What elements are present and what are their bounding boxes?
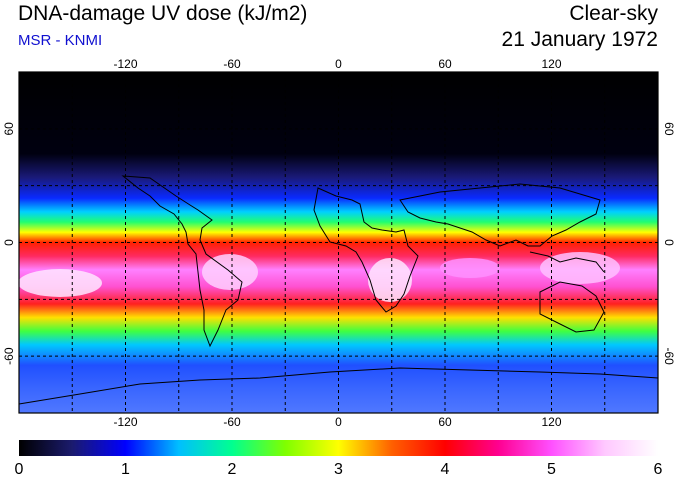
colorbar-labels: 0 1 2 3 4 5 6 xyxy=(15,461,663,478)
high-dose-patches xyxy=(18,252,620,302)
colorbar-label: 3 xyxy=(334,461,343,478)
map-frame xyxy=(18,71,659,414)
longitude-tick-label-bottom: -120 xyxy=(113,415,137,429)
longitude-labels-bottom: -120 -60 0 60 120 xyxy=(113,415,561,429)
coast-europe-africa xyxy=(313,187,419,313)
colorbar xyxy=(19,440,658,456)
latitude-tick-label-right: -60 xyxy=(662,347,676,365)
longitude-tick-label-top: 120 xyxy=(541,57,561,71)
longitude-tick-label-top: 60 xyxy=(438,57,452,71)
colorbar-label: 6 xyxy=(654,461,663,478)
latitude-tick-label-right: 60 xyxy=(662,122,676,136)
coast-australia xyxy=(539,281,605,333)
coast-americas xyxy=(121,175,243,348)
longitude-tick-label-bottom: 60 xyxy=(438,415,452,429)
coast-asia xyxy=(399,183,601,247)
longitude-tick-label-top: -60 xyxy=(223,57,241,71)
latitude-tick-label-left: 60 xyxy=(2,122,16,136)
longitude-tick-label-bottom: 0 xyxy=(335,415,342,429)
colorbar-label: 0 xyxy=(15,461,24,478)
longitude-labels-top: -120 -60 0 60 120 xyxy=(113,57,561,71)
colorbar-label: 4 xyxy=(441,461,450,478)
colorbar-label: 1 xyxy=(121,461,130,478)
date-label: 21 January 1972 xyxy=(501,28,658,51)
longitude-tick-label-top: 0 xyxy=(335,57,342,71)
latitude-tick-label-right: 0 xyxy=(662,239,676,246)
longitude-tick-label-bottom: -60 xyxy=(223,415,241,429)
latitude-tick-label-left: 0 xyxy=(2,239,16,246)
longitude-tick-label-bottom: 120 xyxy=(541,415,561,429)
colorbar-label: 5 xyxy=(547,461,556,478)
longitude-tick-label-top: -120 xyxy=(113,57,137,71)
credit-label: MSR - KNMI xyxy=(18,32,103,49)
map-title: DNA-damage UV dose (kJ/m2) xyxy=(18,2,308,25)
coast-antarctica xyxy=(18,367,659,405)
colorbar-label: 2 xyxy=(228,461,237,478)
graticule xyxy=(19,72,658,413)
coastlines xyxy=(18,175,659,405)
coast-maritime-se-asia xyxy=(529,251,605,273)
latitude-labels-left: 60 0 -60 xyxy=(2,122,16,365)
sky-condition-label: Clear-sky xyxy=(569,2,658,25)
latitude-labels-right: 60 0 -60 xyxy=(662,122,676,365)
latitude-tick-label-left: -60 xyxy=(2,347,16,365)
